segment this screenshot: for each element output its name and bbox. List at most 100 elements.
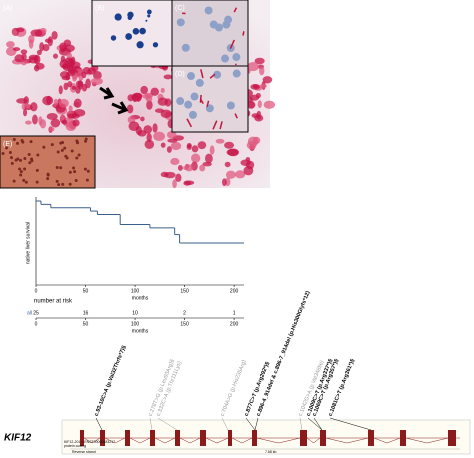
cell: [6, 41, 15, 48]
arrow: [111, 101, 129, 115]
canaliculus: [186, 118, 193, 128]
x-tick-label: 0: [35, 288, 38, 294]
cell: [199, 164, 206, 172]
cell: [72, 166, 76, 170]
cell: [234, 170, 246, 179]
gene-name: KIF12: [4, 433, 32, 444]
cell: [4, 146, 8, 150]
cell: [256, 110, 262, 120]
cell: [197, 141, 207, 150]
cell: [63, 146, 67, 150]
variant-label: c.704A>G (p.His235Arg): [220, 359, 248, 417]
cell: [61, 141, 65, 145]
cell: [58, 85, 63, 95]
canaliculus: [234, 113, 238, 119]
cell: [73, 109, 86, 117]
cell: [61, 63, 70, 69]
cell: [23, 108, 28, 117]
cell: [166, 146, 172, 153]
cell: [30, 102, 38, 112]
nucleus: [184, 100, 193, 109]
exon: [320, 430, 326, 446]
cell: [263, 100, 276, 109]
cell: [58, 98, 69, 108]
nucleus: [195, 78, 204, 87]
intron-link: [154, 437, 176, 444]
granule: [145, 19, 148, 22]
cell: [224, 141, 235, 149]
cell: [32, 114, 38, 125]
cell: [46, 113, 58, 120]
cell: [175, 173, 182, 182]
risk-title: number at risk: [34, 299, 73, 305]
cell: [172, 179, 177, 189]
cell: [19, 173, 23, 177]
panel-label: (C): [175, 5, 185, 12]
cell: [72, 119, 80, 127]
cell: [46, 177, 50, 181]
canaliculus: [199, 94, 202, 103]
cell: [126, 104, 134, 114]
cell: [144, 139, 155, 149]
exon: [100, 430, 105, 446]
variant-line: [157, 417, 178, 431]
variant-line: [307, 417, 323, 431]
panel-label: (D): [175, 71, 185, 78]
cell: [86, 169, 90, 173]
cell: [254, 57, 265, 65]
cell: [39, 119, 47, 129]
x-tick-label: 150: [180, 321, 189, 327]
cell: [50, 143, 54, 147]
intron-link: [325, 437, 369, 444]
cell: [1, 151, 5, 155]
cell: [160, 87, 165, 94]
intron-link: [83, 437, 101, 444]
cell: [93, 71, 102, 80]
risk-count: 10: [132, 310, 138, 316]
intron-link: [231, 437, 253, 444]
cell: [70, 56, 76, 67]
cell: [8, 151, 12, 155]
arrow: [99, 86, 115, 100]
nucleus: [232, 69, 241, 78]
nucleus: [224, 15, 233, 24]
variant-label: c.93-10C>A (p.Val32Thrfs*7)§: [94, 345, 128, 417]
gene-diagram: KIF12 KIF12-201 > ENST00000483217protein …: [4, 290, 471, 455]
cell: [77, 80, 83, 90]
canaliculus: [233, 7, 238, 13]
cell: [12, 29, 18, 36]
nucleus: [204, 6, 213, 15]
cell: [68, 182, 72, 186]
exon: [150, 430, 155, 446]
cell: [84, 139, 88, 143]
exon: [80, 430, 84, 446]
nucleus: [232, 53, 241, 62]
cell: [20, 139, 24, 143]
x-axis-label: months: [132, 328, 149, 334]
y-axis-label: native liver survival: [25, 222, 31, 264]
intron-link: [104, 437, 126, 444]
cell: [52, 53, 59, 59]
variant-line: [254, 417, 259, 431]
cell: [71, 85, 77, 90]
cell: [249, 94, 260, 101]
cell: [10, 156, 14, 160]
panel-label: (E): [3, 141, 12, 148]
canaliculus: [209, 73, 216, 79]
cell: [67, 81, 73, 88]
cell: [215, 138, 225, 144]
intron-link: [256, 437, 301, 444]
cell: [257, 100, 262, 109]
cell: [35, 180, 39, 184]
cell: [10, 161, 14, 165]
cell: [46, 95, 52, 105]
cell: [85, 178, 89, 182]
panel-b: [91, 0, 173, 67]
x-tick-label: 150: [180, 288, 189, 294]
cell: [62, 117, 75, 128]
cell: [15, 141, 19, 145]
x-tick-label: 100: [131, 321, 140, 327]
cell: [224, 161, 231, 168]
cell: [67, 70, 76, 77]
